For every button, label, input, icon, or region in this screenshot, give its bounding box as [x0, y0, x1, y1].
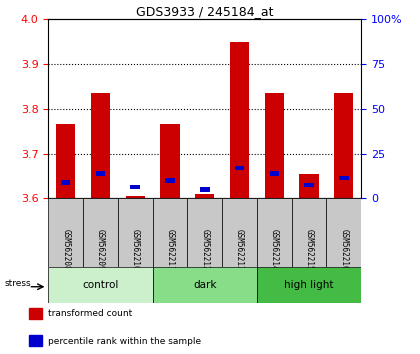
- Bar: [48, 198, 83, 267]
- Text: transformed count: transformed count: [48, 309, 132, 319]
- Bar: [257, 198, 291, 267]
- Bar: [160, 125, 179, 198]
- Text: stress: stress: [4, 279, 31, 288]
- Text: high light: high light: [284, 280, 334, 290]
- Bar: [61, 181, 71, 185]
- Bar: [326, 198, 361, 267]
- Bar: [270, 171, 279, 176]
- Bar: [165, 178, 175, 183]
- Text: dark: dark: [193, 280, 216, 290]
- Bar: [257, 267, 361, 303]
- Text: GSM562210: GSM562210: [131, 229, 140, 271]
- Bar: [334, 93, 353, 198]
- Bar: [126, 196, 145, 198]
- Bar: [118, 198, 152, 267]
- Bar: [131, 185, 140, 189]
- Bar: [48, 267, 152, 303]
- Text: GSM562212: GSM562212: [200, 229, 209, 271]
- Bar: [230, 42, 249, 198]
- Text: GSM562215: GSM562215: [304, 229, 314, 271]
- Bar: [29, 308, 42, 319]
- Bar: [195, 194, 214, 198]
- Bar: [339, 176, 349, 180]
- Bar: [91, 93, 110, 198]
- Bar: [187, 198, 222, 267]
- Bar: [29, 335, 42, 346]
- Bar: [152, 267, 257, 303]
- Bar: [265, 93, 284, 198]
- Text: percentile rank within the sample: percentile rank within the sample: [48, 337, 201, 346]
- Bar: [222, 198, 257, 267]
- Text: control: control: [82, 280, 118, 290]
- Bar: [83, 198, 118, 267]
- Bar: [299, 174, 319, 198]
- Text: GSM562208: GSM562208: [61, 229, 70, 271]
- Bar: [96, 171, 105, 176]
- Text: GSM562209: GSM562209: [96, 229, 105, 271]
- Text: GSM562214: GSM562214: [270, 229, 279, 271]
- Text: GSM562216: GSM562216: [339, 229, 348, 271]
- Text: GSM562213: GSM562213: [235, 229, 244, 271]
- Text: GSM562211: GSM562211: [165, 229, 174, 271]
- Bar: [200, 187, 210, 192]
- Bar: [291, 198, 326, 267]
- Title: GDS3933 / 245184_at: GDS3933 / 245184_at: [136, 5, 273, 18]
- Bar: [56, 125, 75, 198]
- Bar: [235, 166, 244, 170]
- Bar: [304, 183, 314, 187]
- Bar: [152, 198, 187, 267]
